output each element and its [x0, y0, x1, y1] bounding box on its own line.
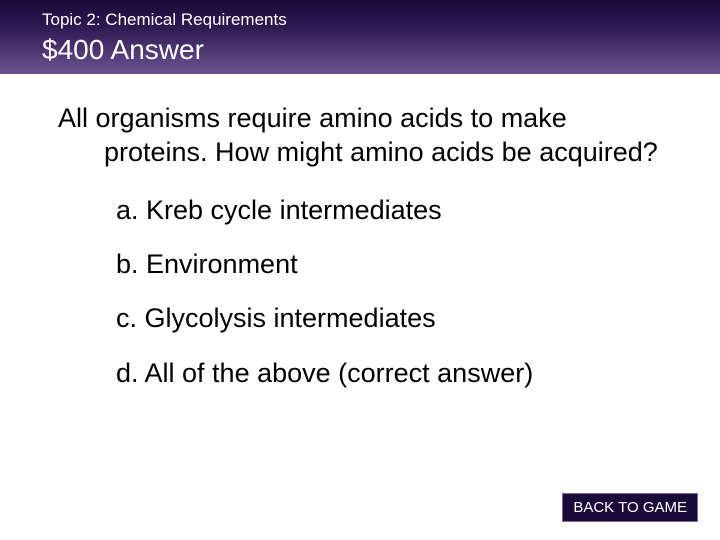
question-text: All organisms require amino acids to mak… [104, 102, 670, 170]
answer-label: $400 Answer [0, 34, 720, 66]
option-a: a. Kreb cycle intermediates [58, 194, 670, 226]
option-d: d. All of the above (correct answer) [58, 357, 670, 389]
slide-content: All organisms require amino acids to mak… [0, 74, 720, 389]
slide-header: Topic 2: Chemical Requirements $400 Answ… [0, 0, 720, 74]
back-to-game-button[interactable]: BACK TO GAME [562, 493, 698, 522]
option-b: b. Environment [58, 248, 670, 280]
topic-label: Topic 2: Chemical Requirements [0, 10, 720, 34]
option-c: c. Glycolysis intermediates [58, 302, 670, 334]
